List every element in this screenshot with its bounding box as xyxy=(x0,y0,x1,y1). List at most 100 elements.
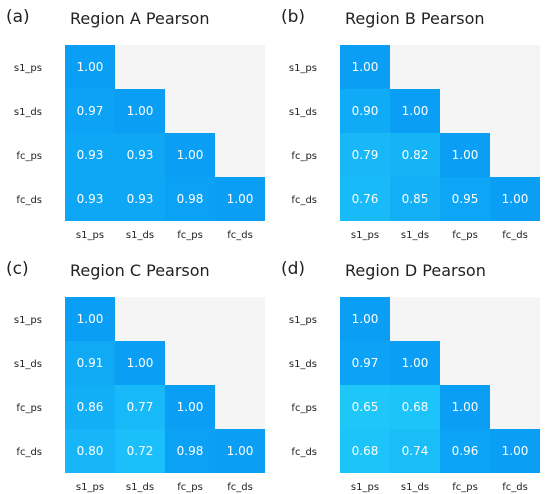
cell-value-label: 0.93 xyxy=(127,192,154,206)
panel-label: (b) xyxy=(281,7,305,27)
row-tick-label: s1_ps xyxy=(289,315,317,326)
cell-value-label: 1.00 xyxy=(77,60,104,74)
heatmap-cell xyxy=(390,341,440,385)
cell-value-label: 0.74 xyxy=(402,444,429,458)
heatmap-cell xyxy=(215,429,265,473)
row-tick-label: fc_ds xyxy=(16,195,42,206)
cell-value-label: 0.65 xyxy=(352,400,379,414)
cell-value-label: 0.90 xyxy=(352,104,379,118)
heatmap-cell xyxy=(390,133,440,177)
heatmap-cell xyxy=(440,385,490,429)
heatmap-cell xyxy=(390,177,440,221)
cell-value-label: 0.93 xyxy=(77,148,104,162)
cell-value-label: 0.80 xyxy=(77,444,104,458)
cell-value-label: 0.98 xyxy=(177,444,204,458)
cell-value-label: 1.00 xyxy=(127,104,154,118)
row-tick-label: s1_ps xyxy=(14,63,42,74)
cell-value-label: 0.68 xyxy=(402,400,429,414)
heatmap-cell xyxy=(490,429,540,473)
heatmap-cell xyxy=(65,89,115,133)
column-tick-label: s1_ps xyxy=(76,482,104,493)
cell-value-label: 1.00 xyxy=(352,60,379,74)
heatmap-cell xyxy=(440,429,490,473)
heatmap-cell xyxy=(115,429,165,473)
row-tick-label: s1_ds xyxy=(289,359,317,370)
cell-value-label: 0.97 xyxy=(77,104,104,118)
row-tick-label: fc_ds xyxy=(291,447,317,458)
heatmap-cell xyxy=(65,45,115,89)
cell-value-label: 0.95 xyxy=(452,192,479,206)
panel-title: Region B Pearson xyxy=(345,9,485,28)
column-tick-label: s1_ds xyxy=(401,230,429,241)
heatmap-panel-c: (c) Region C Pearson 1.00 0.91 1.00 0.86 0.77 1… xyxy=(6,259,265,493)
panel-label: (d) xyxy=(281,259,305,279)
cell-value-label: 0.97 xyxy=(352,356,379,370)
heatmap-cell xyxy=(340,177,390,221)
heatmap-cell xyxy=(65,177,115,221)
cell-value-label: 0.96 xyxy=(452,444,479,458)
heatmap-cell xyxy=(340,45,390,89)
panel-label: (c) xyxy=(6,259,29,279)
heatmap-cell xyxy=(65,385,115,429)
row-tick-label: fc_ds xyxy=(16,447,42,458)
row-tick-label: s1_ds xyxy=(14,107,42,118)
cell-value-label: 1.00 xyxy=(502,192,529,206)
cell-value-label: 0.77 xyxy=(127,400,154,414)
column-tick-label: fc_ds xyxy=(227,482,253,493)
column-tick-label: s1_ps xyxy=(351,230,379,241)
cell-value-label: 1.00 xyxy=(352,312,379,326)
column-tick-label: fc_ps xyxy=(177,230,203,241)
heatmap-cell xyxy=(115,341,165,385)
heatmap-panel-d: (d) Region D Pearson 1.00 0.97 1.00 0.65 0.68 1… xyxy=(281,259,540,493)
heatmap-cell xyxy=(440,133,490,177)
heatmap-cell xyxy=(215,177,265,221)
heatmap-cell xyxy=(340,133,390,177)
cell-value-label: 0.98 xyxy=(177,192,204,206)
heatmap-cell xyxy=(65,297,115,341)
column-tick-label: fc_ds xyxy=(227,230,253,241)
row-tick-label: fc_ds xyxy=(291,195,317,206)
cell-value-label: 1.00 xyxy=(502,444,529,458)
heatmap-cell xyxy=(440,177,490,221)
cell-value-label: 1.00 xyxy=(402,356,429,370)
heatmap-cell xyxy=(165,133,215,177)
panel-title: Region D Pearson xyxy=(345,261,486,280)
row-tick-label: fc_ps xyxy=(16,403,42,414)
cell-value-label: 0.91 xyxy=(77,356,104,370)
heatmap-cell xyxy=(65,429,115,473)
row-tick-label: fc_ps xyxy=(291,151,317,162)
column-tick-label: s1_ps xyxy=(76,230,104,241)
row-tick-label: s1_ds xyxy=(289,107,317,118)
heatmap-cell xyxy=(390,429,440,473)
column-tick-label: s1_ds xyxy=(126,482,154,493)
panel-title: Region C Pearson xyxy=(70,261,210,280)
cell-value-label: 0.82 xyxy=(402,148,429,162)
cell-value-label: 0.68 xyxy=(352,444,379,458)
heatmap-cell xyxy=(115,385,165,429)
panel-label: (a) xyxy=(6,7,30,27)
cell-value-label: 1.00 xyxy=(402,104,429,118)
heatmap-panel-b: (b) Region B Pearson 1.00 0.90 1.00 0.79 0.82 1… xyxy=(281,7,540,241)
cell-value-label: 0.86 xyxy=(77,400,104,414)
cell-value-label: 1.00 xyxy=(227,192,254,206)
cell-value-label: 0.85 xyxy=(402,192,429,206)
cell-value-label: 1.00 xyxy=(452,148,479,162)
heatmap-cell xyxy=(390,89,440,133)
column-tick-label: fc_ps xyxy=(177,482,203,493)
column-tick-label: fc_ps xyxy=(452,230,478,241)
cell-value-label: 0.79 xyxy=(352,148,379,162)
column-tick-label: fc_ds xyxy=(502,482,528,493)
row-tick-label: fc_ps xyxy=(16,151,42,162)
heatmap-cell xyxy=(65,341,115,385)
heatmap-cell xyxy=(65,133,115,177)
heatmap-cell xyxy=(165,429,215,473)
panel-title: Region A Pearson xyxy=(70,9,209,28)
cell-value-label: 1.00 xyxy=(177,148,204,162)
cell-value-label: 1.00 xyxy=(227,444,254,458)
column-tick-label: s1_ps xyxy=(351,482,379,493)
heatmap-cell xyxy=(490,177,540,221)
row-tick-label: fc_ps xyxy=(291,403,317,414)
column-tick-label: s1_ds xyxy=(126,230,154,241)
heatmap-cell xyxy=(390,385,440,429)
heatmap-cell xyxy=(340,429,390,473)
